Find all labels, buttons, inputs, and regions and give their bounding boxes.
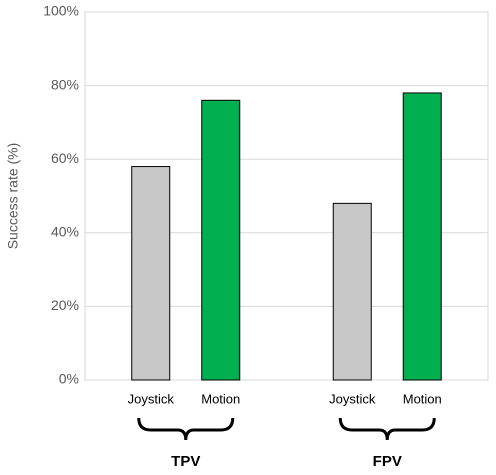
brace: [338, 417, 436, 441]
bar-label: Joystick: [329, 391, 376, 406]
bar: [131, 166, 171, 381]
bar: [332, 202, 372, 381]
category-label: TPV: [171, 453, 200, 470]
bar-label: Motion: [403, 391, 442, 406]
brace: [137, 417, 235, 441]
y-tick-label: 20%: [51, 297, 79, 313]
y-tick-label: 100%: [43, 3, 79, 19]
bar: [402, 92, 442, 381]
y-axis-label: Success rate (%): [5, 143, 21, 250]
y-tick-label: 60%: [51, 150, 79, 166]
y-tick-label: 40%: [51, 224, 79, 240]
bar-label: Joystick: [128, 391, 175, 406]
bar: [201, 99, 241, 381]
bar-label: Motion: [201, 391, 240, 406]
y-tick-label: 0%: [59, 371, 79, 387]
y-tick-label: 80%: [51, 76, 79, 92]
category-label: FPV: [373, 453, 402, 470]
